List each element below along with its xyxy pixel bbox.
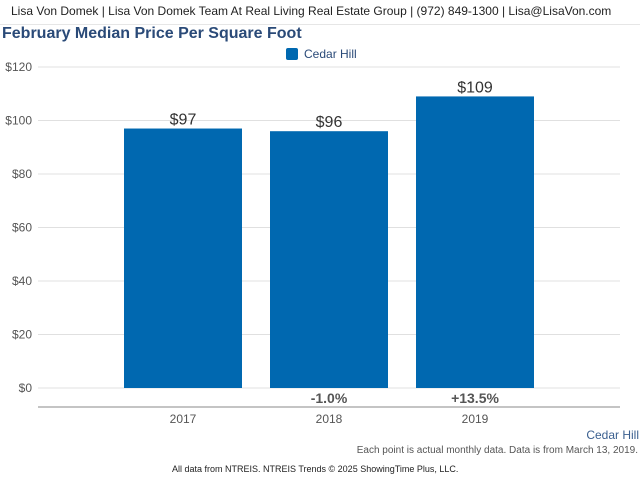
region-label: Cedar Hill <box>586 428 639 442</box>
contact-bar: Lisa Von Domek | Lisa Von Domek Team At … <box>0 0 640 25</box>
y-tick-label: $120 <box>5 60 32 74</box>
y-tick-label: $20 <box>12 328 32 342</box>
legend-swatch <box>286 48 298 60</box>
bar-value-label: $109 <box>457 79 493 96</box>
bar-value-label: $96 <box>316 114 343 131</box>
credit-line: All data from NTREIS. NTREIS Trends © 20… <box>172 464 459 474</box>
y-tick-label: $40 <box>12 274 32 288</box>
legend-label: Cedar Hill <box>304 47 357 61</box>
contact-text: Lisa Von Domek | Lisa Von Domek Team At … <box>11 4 612 18</box>
legend[interactable]: Cedar Hill <box>286 46 357 62</box>
change-label: -1.0% <box>311 390 348 406</box>
y-tick-label: $0 <box>19 381 33 395</box>
bar <box>416 96 534 389</box>
data-note: Each point is actual monthly data. Data … <box>356 445 638 456</box>
bar-value-label: $97 <box>170 112 197 129</box>
x-tick-label: 2017 <box>170 412 197 426</box>
x-tick-label: 2019 <box>462 412 489 426</box>
bar <box>124 128 242 388</box>
chart-title: February Median Price Per Square Foot <box>2 25 302 42</box>
x-tick-label: 2018 <box>316 412 343 426</box>
y-tick-label: $100 <box>5 114 32 128</box>
y-tick-label: $80 <box>12 167 32 181</box>
y-tick-label: $60 <box>12 221 32 235</box>
bar <box>270 131 388 388</box>
change-label: +13.5% <box>451 390 499 406</box>
